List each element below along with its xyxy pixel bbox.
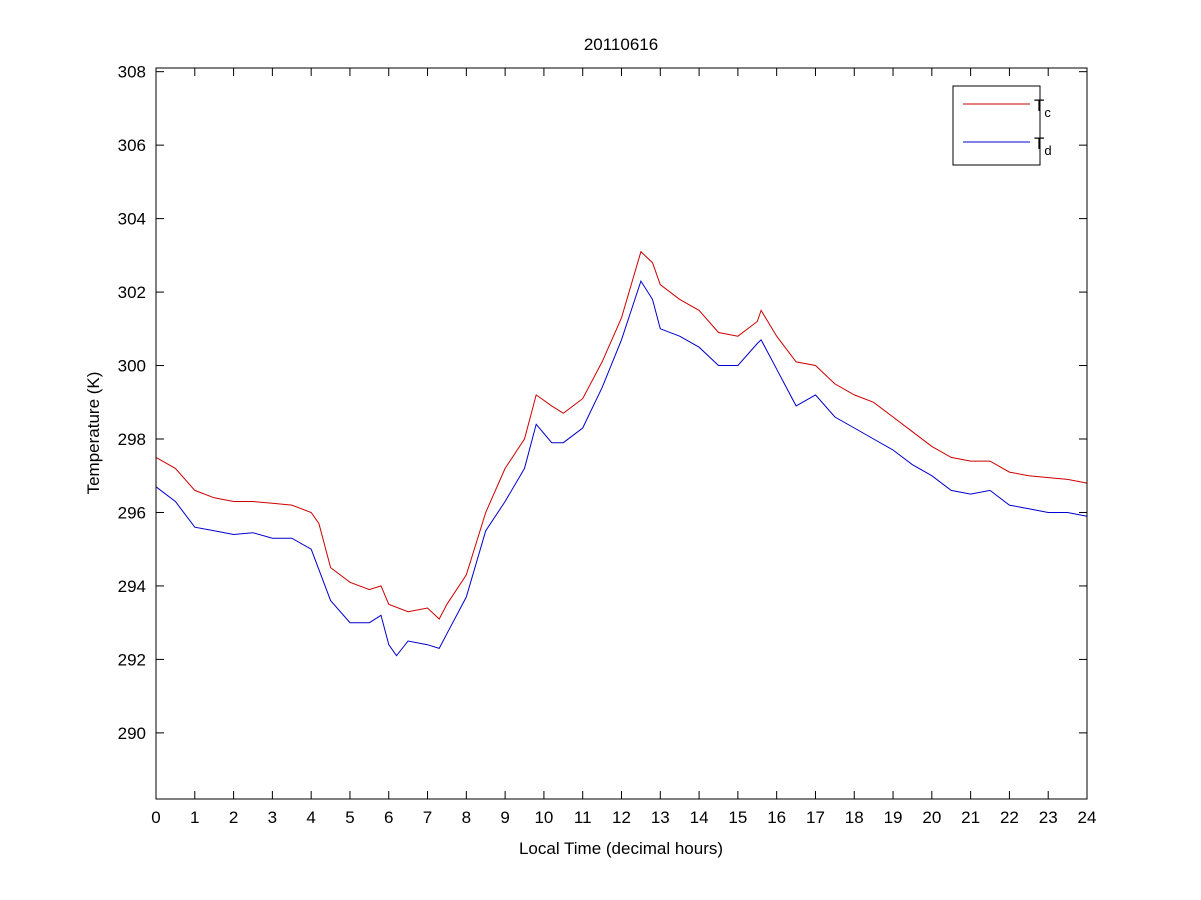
x-tick-label: 7 — [423, 808, 432, 827]
y-tick-label: 290 — [118, 724, 146, 743]
x-tick-label: 19 — [884, 808, 903, 827]
x-tick-label: 6 — [384, 808, 393, 827]
x-tick-label: 13 — [651, 808, 670, 827]
legend-box — [952, 85, 1041, 166]
x-tick-label: 3 — [268, 808, 277, 827]
y-tick-label: 294 — [118, 577, 146, 596]
x-axis: 0 1 2 3 4 5 6 7 8 9 10 11 12 13 14 15 16 17 18 19 20 21 22 23 24 — [151, 68, 1096, 827]
x-tick-label: 14 — [690, 808, 709, 827]
y-tick-label: 300 — [118, 357, 146, 376]
legend: Tc Td — [952, 85, 1052, 166]
x-tick-label: 10 — [534, 808, 553, 827]
x-tick-label: 12 — [612, 808, 631, 827]
x-tick-label: 4 — [306, 808, 315, 827]
chart-title: 20110616 — [584, 35, 658, 54]
y-axis-label: Temperature (K) — [84, 372, 103, 495]
plot-lines — [155, 250, 1088, 657]
y-tick-label: 298 — [118, 430, 146, 449]
legend-label-td: Td — [1034, 134, 1052, 158]
y-tick-label: 302 — [118, 283, 146, 302]
x-tick-label: 5 — [345, 808, 354, 827]
x-tick-label: 21 — [961, 808, 980, 827]
series-line-td — [155, 279, 1088, 657]
x-tick-label: 16 — [767, 808, 786, 827]
x-tick-label: 8 — [462, 808, 471, 827]
legend-label-tc-sub: c — [1044, 105, 1051, 120]
legend-label-td-sub: d — [1044, 143, 1051, 158]
y-tick-label: 292 — [118, 650, 146, 669]
y-axis: 290 292 294 296 298 300 302 304 306 308 — [118, 63, 1087, 743]
series-line-tc — [155, 250, 1088, 620]
x-tick-label: 17 — [806, 808, 825, 827]
x-tick-label: 23 — [1039, 808, 1058, 827]
x-tick-label: 0 — [151, 808, 160, 827]
y-tick-label: 308 — [118, 63, 146, 82]
x-tick-label: 11 — [574, 808, 592, 827]
y-tick-label: 304 — [118, 210, 146, 229]
legend-label-tc-main: T — [1034, 96, 1044, 115]
x-tick-label: 22 — [1000, 808, 1019, 827]
y-tick-label: 296 — [118, 503, 146, 522]
x-tick-label: 18 — [845, 808, 864, 827]
x-axis-label: Local Time (decimal hours) — [519, 839, 723, 858]
x-tick-label: 24 — [1078, 808, 1097, 827]
legend-label-td-main: T — [1034, 134, 1044, 153]
x-tick-label: 15 — [728, 808, 747, 827]
legend-label-tc: Tc — [1034, 96, 1051, 120]
x-tick-label: 20 — [922, 808, 941, 827]
y-tick-label: 306 — [118, 136, 146, 155]
x-tick-label: 1 — [190, 808, 199, 827]
x-tick-label: 9 — [500, 808, 509, 827]
x-tick-label: 2 — [229, 808, 238, 827]
